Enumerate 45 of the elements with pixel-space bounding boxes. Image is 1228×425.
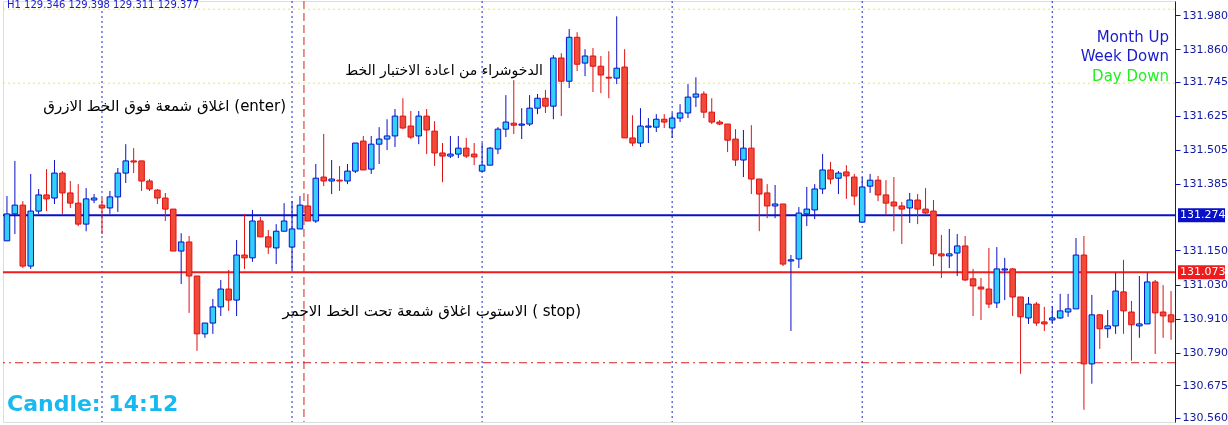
candlestick bbox=[1096, 313, 1104, 350]
candlestick bbox=[581, 48, 589, 77]
y-tick-label: 130.790 bbox=[1182, 346, 1228, 360]
candlestick bbox=[740, 129, 747, 178]
candlestick bbox=[336, 165, 343, 192]
annotation: الاستوب اغلاق شمعة تحت الخط الاحمر ( stop) bbox=[281, 302, 581, 320]
candlestick bbox=[827, 161, 834, 185]
annotation: اغلاق شمعة فوق الخط الازرق (enter) bbox=[43, 97, 286, 115]
candlestick bbox=[241, 213, 248, 270]
candlestick bbox=[605, 50, 613, 99]
candlestick bbox=[320, 133, 327, 187]
y-tick-label: 130.910 bbox=[1182, 312, 1228, 326]
candlestick bbox=[510, 79, 518, 135]
ref-line-label: 131.073 bbox=[1180, 265, 1226, 279]
candlestick bbox=[43, 168, 50, 212]
annotation: Day Down bbox=[1092, 67, 1169, 85]
candlestick bbox=[558, 52, 565, 117]
y-tick-label: 131.505 bbox=[1182, 143, 1228, 157]
y-tick-label: 131.745 bbox=[1182, 75, 1228, 89]
candlestick bbox=[304, 193, 312, 222]
annotation: Week Down bbox=[1080, 47, 1169, 65]
annotation: Month Up bbox=[1096, 28, 1169, 46]
candlestick bbox=[874, 175, 882, 202]
candlestick bbox=[391, 108, 399, 148]
y-tick-label: 130.560 bbox=[1182, 411, 1228, 425]
candlestick bbox=[98, 197, 106, 235]
y-tick-label: 131.150 bbox=[1182, 243, 1228, 257]
annotation: H1 129.346 129.398 129.311 129.377 bbox=[7, 0, 200, 10]
candlestick bbox=[542, 89, 549, 114]
y-tick-label: 131.980 bbox=[1182, 8, 1228, 22]
annotation: الدخوشراء من اعادة الاختبار الخط bbox=[345, 62, 543, 79]
ref-line-label: 131.274 bbox=[1180, 208, 1226, 222]
candlestick bbox=[835, 170, 842, 195]
annotation: Candle: 14:12 bbox=[7, 391, 179, 416]
y-tick-label: 131.030 bbox=[1182, 278, 1228, 291]
y-tick-label: 131.625 bbox=[1182, 109, 1228, 123]
candlestick bbox=[328, 159, 335, 195]
y-tick-label: 131.860 bbox=[1182, 42, 1228, 56]
candlestick bbox=[1025, 296, 1032, 325]
y-tick-label: 131.385 bbox=[1182, 177, 1228, 191]
y-tick-label: 130.675 bbox=[1182, 378, 1228, 392]
candlestick bbox=[415, 110, 423, 145]
candlestick bbox=[613, 15, 620, 85]
candlestick bbox=[225, 269, 232, 312]
candlestick bbox=[177, 232, 185, 285]
